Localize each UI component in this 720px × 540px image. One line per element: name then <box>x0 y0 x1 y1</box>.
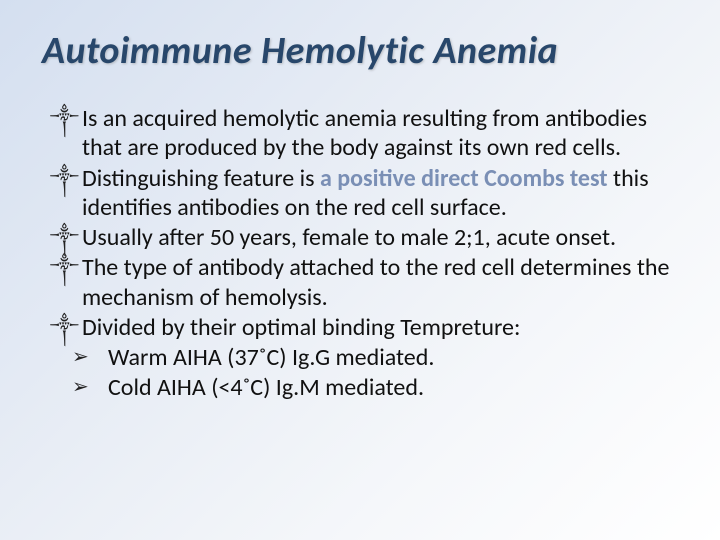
scribble-bullet-icon: ༒ <box>50 316 79 343</box>
scribble-bullet-icon: ༒ <box>50 167 79 194</box>
highlight-text: a positive direct Coombs test <box>320 164 608 193</box>
bullet-list: ༒ Is an acquired hemolytic anemia result… <box>42 104 678 403</box>
slide-title: Autoimmune Hemolytic Anemia <box>42 28 678 74</box>
list-subitem-text: Warm AIHA (37˚C) Ig.G mediated. <box>108 343 434 372</box>
arrow-bullet-icon: ➢ <box>72 345 89 369</box>
scribble-bullet-icon: ༒ <box>50 107 79 134</box>
list-item-text: Is an acquired hemolytic anemia resultin… <box>82 104 647 162</box>
list-item-text: The type of antibody attached to the red… <box>82 253 669 311</box>
list-subitem: ➢ Cold AIHA (<4˚C) Ig.M mediated. <box>42 373 678 402</box>
list-item: ༒ Distinguishing feature is a positive d… <box>42 164 678 223</box>
list-subitem-text: Cold AIHA (<4˚C) Ig.M mediated. <box>108 373 424 402</box>
list-item-text-before: Distinguishing feature is <box>82 164 320 193</box>
arrow-bullet-icon: ➢ <box>72 375 89 399</box>
list-item: ༒ The type of antibody attached to the r… <box>42 253 678 312</box>
slide: Autoimmune Hemolytic Anemia ༒ Is an acqu… <box>0 0 720 540</box>
list-item-text: Usually after 50 years, female to male 2… <box>82 223 616 252</box>
list-item: ༒ Usually after 50 years, female to male… <box>42 223 678 252</box>
list-item: ༒ Divided by their optimal binding Tempr… <box>42 313 678 342</box>
scribble-bullet-icon: ༒ <box>50 226 79 253</box>
scribble-bullet-icon: ༒ <box>50 256 79 283</box>
list-subitem: ➢ Warm AIHA (37˚C) Ig.G mediated. <box>42 343 678 372</box>
list-item-text: Divided by their optimal binding Tempret… <box>82 313 520 342</box>
list-item: ༒ Is an acquired hemolytic anemia result… <box>42 104 678 163</box>
